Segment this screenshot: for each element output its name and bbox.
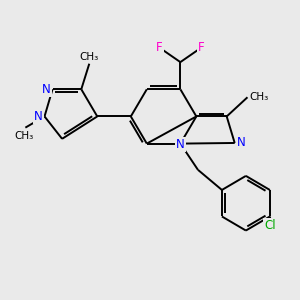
Text: N: N [34, 110, 43, 123]
Text: F: F [156, 41, 163, 54]
Text: CH₃: CH₃ [80, 52, 99, 62]
Text: Cl: Cl [264, 219, 276, 232]
Text: CH₃: CH₃ [14, 131, 33, 142]
Text: CH₃: CH₃ [249, 92, 268, 102]
Text: F: F [198, 41, 204, 54]
Text: N: N [176, 138, 185, 151]
Text: N: N [42, 83, 51, 96]
Text: N: N [237, 136, 246, 149]
